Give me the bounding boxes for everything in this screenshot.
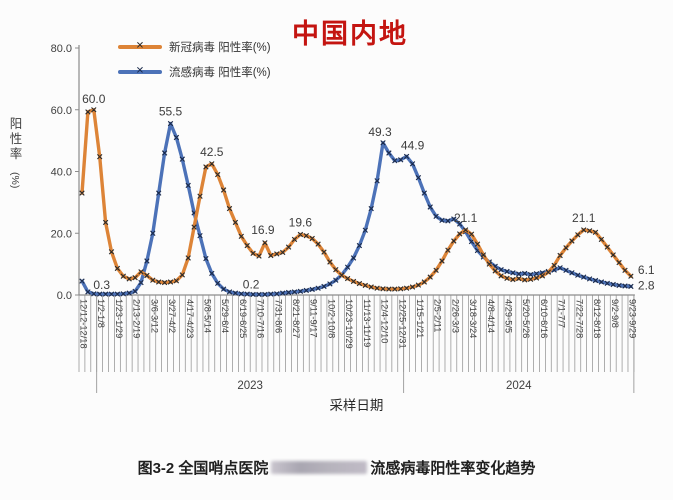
covid-series-line	[80, 108, 633, 291]
y-axis-unit: (%)	[9, 172, 21, 188]
legend: ✕ 新冠病毒 阳性率(%) ✕ 流感病毒 阳性率(%)	[118, 38, 271, 88]
y-axis-title: 率	[10, 146, 23, 161]
flu-series-line	[80, 121, 633, 297]
x-axis-year-label: 2024	[506, 380, 532, 392]
data-label: 6.1	[638, 263, 655, 277]
x-axis-year-label: 2023	[237, 380, 263, 392]
data-label: 49.3	[368, 125, 392, 139]
x-axis-week-label: 2/13-2/19	[132, 299, 142, 338]
legend-item-covid: ✕ 新冠病毒 阳性率(%)	[118, 38, 271, 56]
x-axis-week-label: 3/18-3/24	[468, 299, 478, 338]
figure-caption: 图3-2 全国哨点医院 流感病毒阳性率变化趋势	[0, 457, 673, 478]
y-tick-label: 20.0	[51, 228, 72, 240]
flu-markers	[79, 120, 634, 298]
data-label: 0.2	[243, 277, 260, 291]
data-label: 60.0	[82, 92, 106, 106]
x-axis-week-label: 9/11-9/17	[309, 299, 319, 338]
data-label: 2.8	[638, 278, 655, 292]
x-axis-week-label: 3/27-4/2	[167, 299, 177, 333]
legend-label-flu: 流感病毒 阳性率(%)	[169, 67, 271, 79]
x-marker-icon: ✕	[135, 40, 145, 52]
data-label: 0.3	[93, 278, 110, 292]
y-axis-title: 性	[10, 132, 23, 146]
x-axis-week-label: 10/23-10/29	[344, 299, 354, 349]
y-tick-label: 60.0	[51, 105, 72, 117]
redacted-text	[271, 461, 368, 474]
y-axis-title: 阳	[10, 117, 23, 131]
x-axis-week-label: 12/4-12/10	[380, 299, 390, 343]
x-axis-week-label: 5/29-6/4	[220, 299, 230, 333]
x-axis-week-label: 2/5-2/11	[433, 299, 443, 332]
data-label: 21.1	[454, 211, 478, 225]
x-axis-week-label: 1/2-1/8	[96, 299, 106, 328]
x-axis-week-label: 5/8-5/14	[202, 299, 212, 333]
x-axis-week-label: 4/29-5/5	[504, 299, 514, 333]
x-axis-week-label: 12/12-12/18	[79, 299, 89, 349]
covid-line-swatch: ✕	[118, 40, 162, 52]
chart-title: 中国内地	[292, 19, 408, 49]
data-label: 19.6	[289, 215, 313, 229]
data-label: 44.9	[401, 138, 425, 152]
x-axis-week-label: 1/23-1/29	[114, 299, 124, 338]
data-label: 55.5	[159, 105, 183, 119]
x-axis-week-label: 7/10-7/16	[256, 299, 266, 338]
data-label: 21.1	[572, 211, 596, 225]
data-label: 42.5	[200, 145, 224, 159]
x-axis-week-label: 4/8-4/14	[486, 299, 496, 333]
x-axis-week-label: 10/2-10/8	[326, 299, 336, 338]
covid-markers	[79, 107, 634, 292]
x-axis-title: 采样日期	[329, 398, 383, 413]
y-tick-label: 0.0	[57, 290, 72, 302]
x-axis-week-label: 12/25-12/31	[397, 299, 407, 349]
caption-suffix: 流感病毒阳性率变化趋势	[370, 460, 536, 477]
flu-line-swatch: ✕	[118, 65, 162, 77]
x-axis-week-label: 3/6-3/12	[149, 299, 159, 333]
x-axis-week-label: 11/13-11/19	[362, 299, 372, 347]
x-axis-week-label: 8/21-8/27	[291, 299, 301, 338]
x-axis-week-label: 9/2-9/8	[610, 299, 620, 328]
x-axis-week-label: 7/1-7/7	[557, 299, 567, 328]
data-label: 16.9	[251, 223, 275, 237]
legend-label-covid: 新冠病毒 阳性率(%)	[169, 42, 271, 54]
y-tick-label: 40.0	[51, 167, 72, 179]
x-axis-week-label: 7/22-7/28	[574, 299, 584, 338]
x-axis-week-label: 7/31-8/6	[273, 299, 283, 333]
x-axis-week-label: 6/19-6/25	[238, 299, 248, 338]
x-axis-week-label: 2/26-3/3	[450, 299, 460, 333]
caption-prefix: 图3-2 全国哨点医院	[137, 460, 269, 477]
legend-item-flu: ✕ 流感病毒 阳性率(%)	[118, 63, 271, 81]
x-axis-week-label: 9/23-9/29	[627, 299, 637, 338]
x-marker-icon: ✕	[135, 65, 145, 77]
x-axis-week-label: 8/12-8/18	[592, 299, 602, 338]
x-axis-week-label: 4/17-4/23	[185, 299, 195, 338]
x-axis-week-label: 6/10-6/16	[539, 299, 549, 338]
x-axis-week-label: 1/15-1/21	[415, 299, 425, 338]
y-tick-label: 80.0	[51, 43, 72, 55]
x-axis-week-label: 5/20-5/26	[521, 299, 531, 338]
chart-canvas: 0.0 20.0 40.0 60.0 80.0 阳性率 (%) 12/12-12/18 1/2-…	[9, 43, 655, 413]
